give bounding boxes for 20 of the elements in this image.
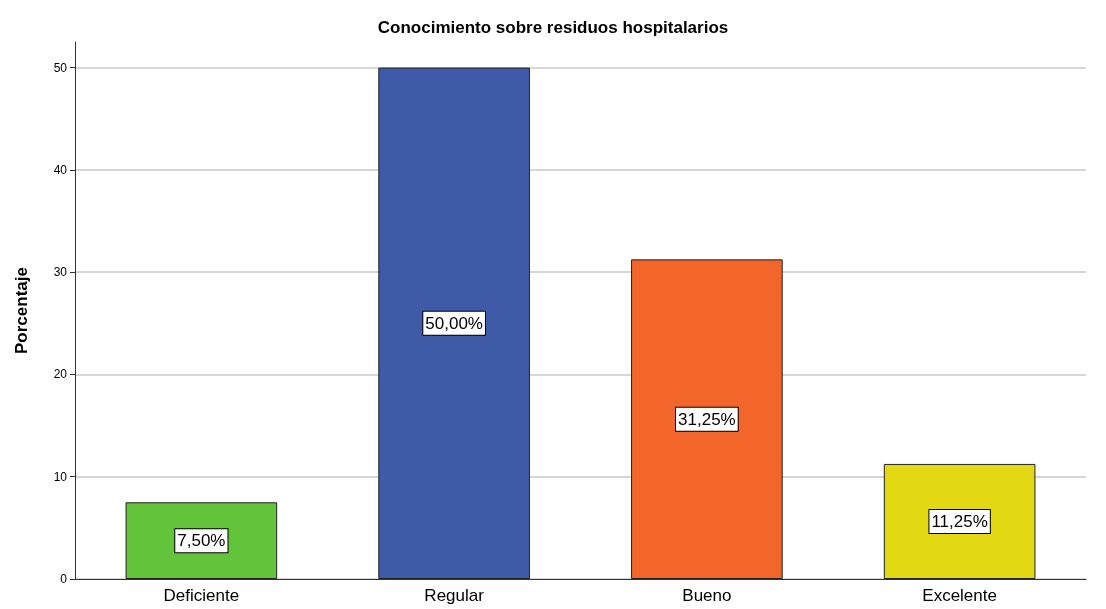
- y-tick-label: 0: [60, 572, 68, 586]
- y-tick-label: 10: [53, 469, 68, 484]
- y-tick-label: 50: [53, 60, 68, 75]
- bar: [883, 463, 1036, 579]
- x-tick-label: Deficiente: [163, 586, 240, 605]
- y-tick-label: 40: [53, 162, 68, 177]
- x-tick-label: Excelente: [922, 586, 997, 605]
- data-label: 7,50%: [177, 531, 226, 551]
- y-tick-label: 20: [53, 367, 68, 382]
- x-tick-label: Regular: [424, 586, 485, 605]
- x-tick-label: Bueno: [682, 586, 732, 605]
- chart-title: Conocimiento sobre residuos hospitalarios: [377, 18, 729, 37]
- y-tick-label: 30: [53, 265, 68, 280]
- y-axis-title: Porcentaje: [12, 267, 31, 354]
- data-label: 50,00%: [425, 313, 483, 333]
- data-label: 31,25%: [678, 409, 736, 429]
- data-label: 11,25%: [931, 511, 988, 531]
- bar: [125, 502, 278, 579]
- bar: [378, 67, 530, 579]
- bar: [631, 259, 783, 579]
